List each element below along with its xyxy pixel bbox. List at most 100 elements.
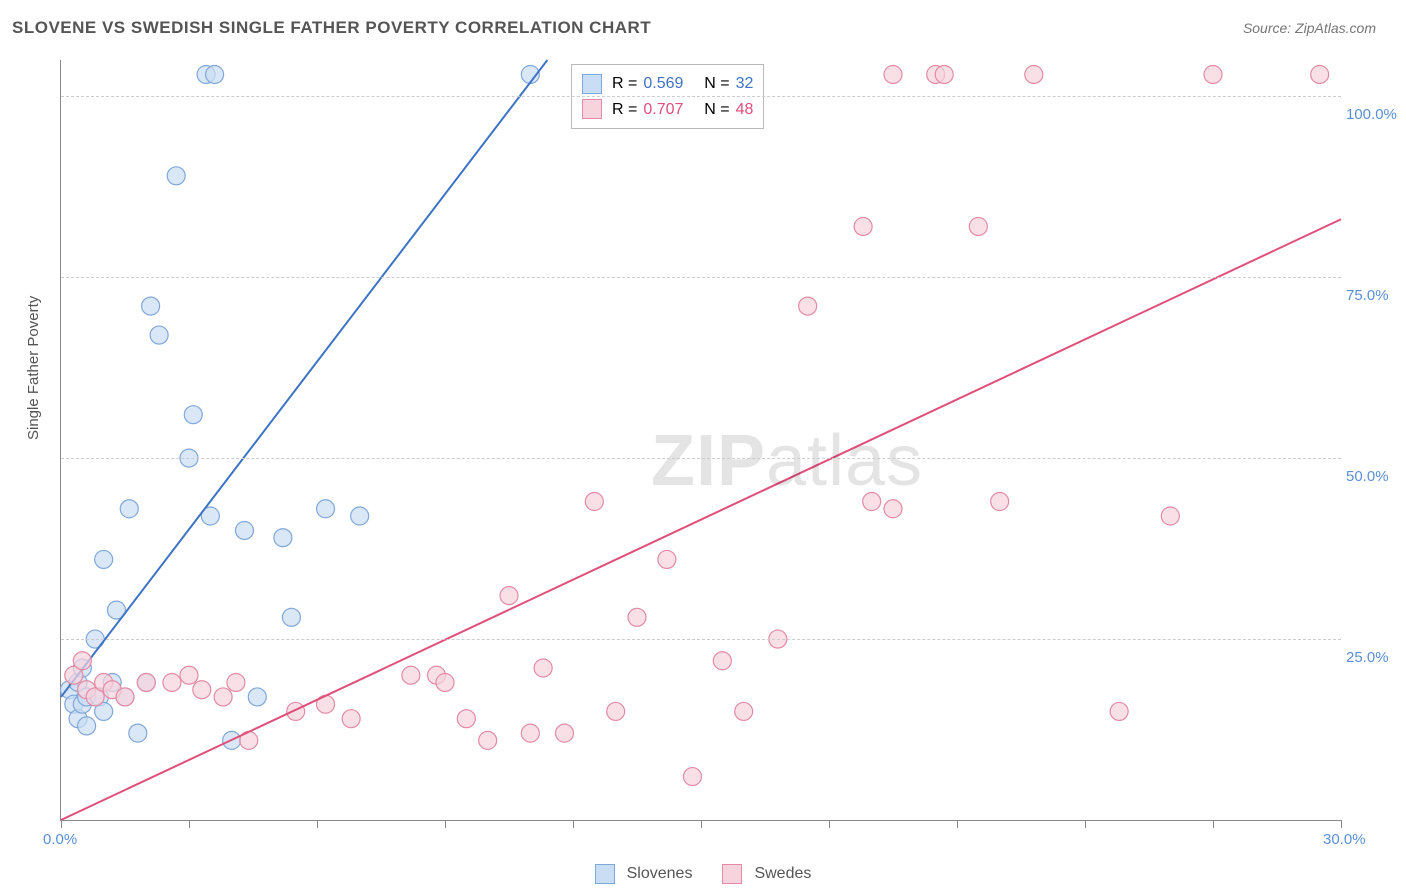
data-point bbox=[167, 167, 185, 185]
legend-label-swedes: Swedes bbox=[754, 865, 811, 883]
data-point bbox=[129, 724, 147, 742]
data-point bbox=[969, 217, 987, 235]
data-point bbox=[1110, 702, 1128, 720]
data-point bbox=[628, 608, 646, 626]
data-point bbox=[78, 717, 96, 735]
gridline bbox=[61, 639, 1341, 640]
y-axis-label: Single Father Poverty bbox=[25, 296, 42, 440]
data-point bbox=[735, 702, 753, 720]
data-point bbox=[1311, 65, 1329, 83]
data-point bbox=[248, 688, 266, 706]
data-point bbox=[585, 493, 603, 511]
y-tick-label: 50.0% bbox=[1346, 468, 1401, 485]
data-point bbox=[274, 529, 292, 547]
data-point bbox=[683, 768, 701, 786]
data-point bbox=[317, 500, 335, 518]
data-point bbox=[1161, 507, 1179, 525]
data-point bbox=[120, 500, 138, 518]
x-tick-mark bbox=[445, 820, 446, 828]
data-point bbox=[1204, 65, 1222, 83]
data-point bbox=[479, 731, 497, 749]
data-point bbox=[163, 673, 181, 691]
legend-item-swedes: Swedes bbox=[722, 864, 811, 884]
legend-label-slovenes: Slovenes bbox=[627, 865, 693, 883]
x-tick-mark bbox=[1213, 820, 1214, 828]
r-value-slovenes: 0.569 bbox=[643, 71, 683, 97]
trend-line bbox=[61, 60, 547, 697]
swatch-swedes bbox=[582, 99, 602, 119]
plot-area: ZIPatlas R = 0.569 N = 32 R = 0.707 N = … bbox=[60, 60, 1341, 821]
data-point bbox=[180, 666, 198, 684]
x-tick-label: 30.0% bbox=[1323, 831, 1366, 848]
legend-swatch-swedes bbox=[722, 864, 742, 884]
data-point bbox=[854, 217, 872, 235]
swatch-slovenes bbox=[582, 74, 602, 94]
data-point bbox=[521, 724, 539, 742]
data-point bbox=[436, 673, 454, 691]
y-tick-label: 25.0% bbox=[1346, 649, 1401, 666]
trend-line bbox=[61, 219, 1341, 820]
data-point bbox=[142, 297, 160, 315]
x-tick-label: 0.0% bbox=[43, 831, 77, 848]
n-value-swedes: 48 bbox=[736, 97, 754, 123]
data-point bbox=[607, 702, 625, 720]
r-value-swedes: 0.707 bbox=[643, 97, 683, 123]
data-point bbox=[227, 673, 245, 691]
data-point bbox=[402, 666, 420, 684]
x-tick-mark bbox=[61, 820, 62, 828]
data-point bbox=[193, 681, 211, 699]
data-point bbox=[282, 608, 300, 626]
data-point bbox=[235, 521, 253, 539]
x-tick-mark bbox=[189, 820, 190, 828]
x-tick-mark bbox=[957, 820, 958, 828]
data-point bbox=[863, 493, 881, 511]
chart-title: SLOVENE VS SWEDISH SINGLE FATHER POVERTY… bbox=[12, 18, 651, 38]
data-point bbox=[991, 493, 1009, 511]
data-point bbox=[116, 688, 134, 706]
r-label: R = bbox=[612, 71, 637, 97]
gridline bbox=[61, 277, 1341, 278]
x-tick-mark bbox=[1085, 820, 1086, 828]
x-tick-mark bbox=[1341, 820, 1342, 828]
stats-row-slovenes: R = 0.569 N = 32 bbox=[582, 71, 753, 97]
r-label: R = bbox=[612, 97, 637, 123]
data-point bbox=[214, 688, 232, 706]
stats-row-swedes: R = 0.707 N = 48 bbox=[582, 97, 753, 123]
n-value-slovenes: 32 bbox=[736, 71, 754, 97]
data-point bbox=[658, 550, 676, 568]
gridline bbox=[61, 96, 1341, 97]
data-point bbox=[457, 710, 475, 728]
gridline bbox=[61, 458, 1341, 459]
data-point bbox=[342, 710, 360, 728]
n-label: N = bbox=[704, 71, 729, 97]
data-point bbox=[935, 65, 953, 83]
data-point bbox=[713, 652, 731, 670]
x-tick-mark bbox=[701, 820, 702, 828]
x-tick-mark bbox=[829, 820, 830, 828]
data-point bbox=[184, 406, 202, 424]
legend-item-slovenes: Slovenes bbox=[595, 864, 693, 884]
legend-swatch-slovenes bbox=[595, 864, 615, 884]
data-point bbox=[95, 550, 113, 568]
legend: Slovenes Swedes bbox=[0, 864, 1406, 884]
y-tick-label: 75.0% bbox=[1346, 287, 1401, 304]
data-point bbox=[500, 587, 518, 605]
source-credit: Source: ZipAtlas.com bbox=[1243, 20, 1376, 36]
data-point bbox=[150, 326, 168, 344]
plot-svg bbox=[61, 60, 1341, 820]
data-point bbox=[137, 673, 155, 691]
data-point bbox=[287, 702, 305, 720]
data-point bbox=[884, 500, 902, 518]
data-point bbox=[884, 65, 902, 83]
data-point bbox=[799, 297, 817, 315]
x-tick-mark bbox=[317, 820, 318, 828]
y-tick-label: 100.0% bbox=[1346, 106, 1401, 123]
data-point bbox=[206, 65, 224, 83]
data-point bbox=[1025, 65, 1043, 83]
data-point bbox=[73, 652, 91, 670]
data-point bbox=[534, 659, 552, 677]
x-tick-mark bbox=[573, 820, 574, 828]
n-label: N = bbox=[704, 97, 729, 123]
data-point bbox=[555, 724, 573, 742]
data-point bbox=[351, 507, 369, 525]
